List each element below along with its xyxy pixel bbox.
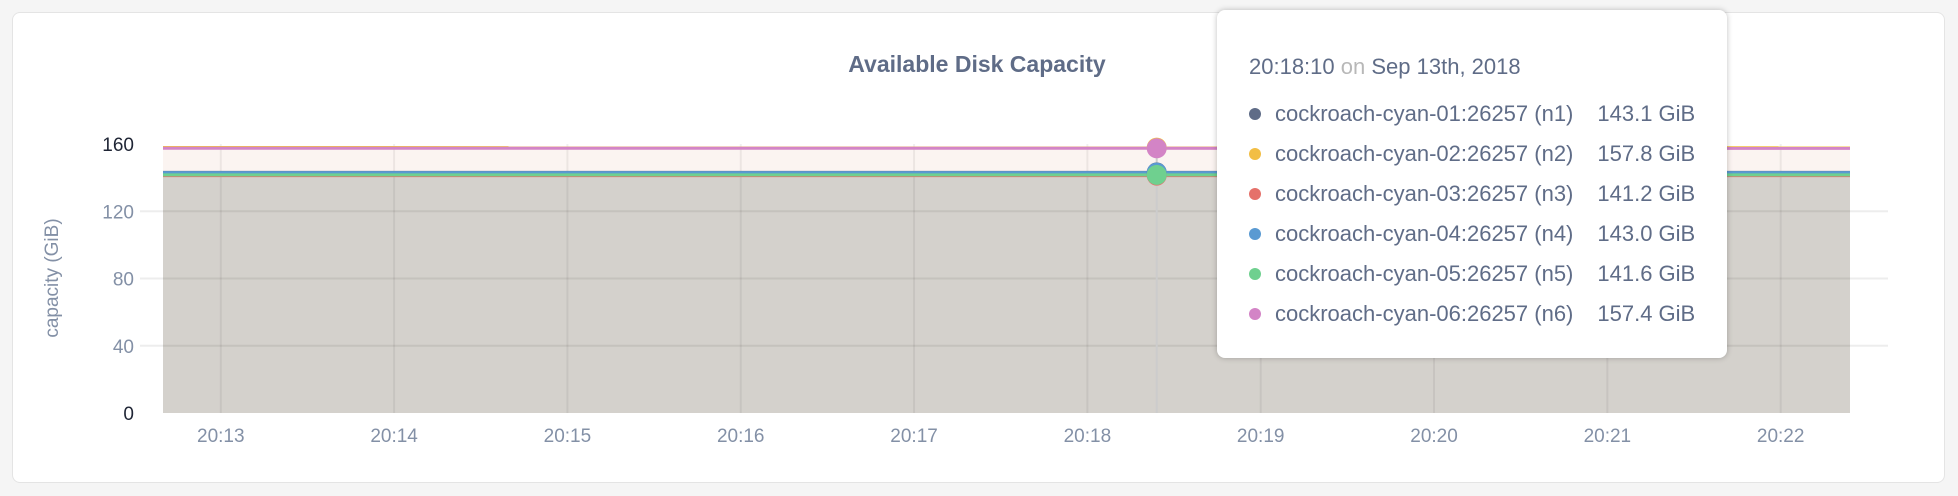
tooltip-time: 20:18:10: [1249, 54, 1335, 79]
x-tick-label: 20:17: [890, 426, 938, 447]
x-tick-label: 20:22: [1757, 426, 1805, 447]
tooltip-series-name: cockroach-cyan-02:26257 (n2): [1275, 141, 1574, 166]
tooltip-row: cockroach-cyan-06:26257 (n6) 157.4 GiB: [1249, 294, 1695, 334]
x-tick-label: 20:16: [717, 426, 765, 447]
tooltip-series-value: 157.4 GiB: [1597, 301, 1696, 326]
series-color-dot-icon: [1249, 308, 1261, 320]
tooltip-on: on: [1340, 54, 1366, 79]
tooltip-series-name: cockroach-cyan-01:26257 (n1): [1275, 101, 1574, 126]
x-tick-label: 20:13: [197, 426, 245, 447]
series-color-dot-icon: [1249, 148, 1261, 160]
tooltip-series-name: cockroach-cyan-06:26257 (n6): [1275, 301, 1574, 326]
hover-marker-n5: [1146, 164, 1167, 185]
tooltip-series-value: 143.0 GiB: [1597, 221, 1696, 246]
tooltip-row: cockroach-cyan-02:26257 (n2) 157.8 GiB: [1249, 134, 1695, 174]
x-tick-label: 20:18: [1064, 426, 1112, 447]
series-color-dot-icon: [1249, 268, 1261, 280]
tooltip-series-value: 157.8 GiB: [1597, 141, 1696, 166]
y-tick-label: 160: [102, 135, 134, 156]
series-color-dot-icon: [1249, 108, 1261, 120]
x-tick-label: 20:20: [1410, 426, 1458, 447]
hover-marker-n6: [1146, 138, 1167, 159]
tooltip-series-name: cockroach-cyan-03:26257 (n3): [1275, 181, 1574, 206]
tooltip-series-value: 141.6 GiB: [1597, 261, 1696, 286]
x-tick-label: 20:14: [370, 426, 418, 447]
tooltip-header: 20:18:10 on Sep 13th, 2018: [1249, 52, 1695, 82]
series-color-dot-icon: [1249, 188, 1261, 200]
tooltip-date: Sep 13th, 2018: [1371, 54, 1521, 79]
y-axis-label: capacity (GiB): [42, 218, 63, 337]
tooltip-row: cockroach-cyan-04:26257 (n4) 143.0 GiB: [1249, 214, 1695, 254]
y-tick-label: 80: [113, 270, 134, 291]
y-tick-label: 0: [123, 404, 134, 425]
tooltip-row: cockroach-cyan-01:26257 (n1) 143.1 GiB: [1249, 94, 1695, 134]
tooltip-row: cockroach-cyan-05:26257 (n5) 141.6 GiB: [1249, 254, 1695, 294]
x-tick-label: 20:19: [1237, 426, 1285, 447]
y-tick-label: 40: [113, 337, 134, 358]
y-tick-label: 120: [102, 202, 134, 223]
x-tick-label: 20:15: [544, 426, 592, 447]
chart-title: Available Disk Capacity: [848, 51, 1106, 77]
tooltip-series-value: 141.2 GiB: [1597, 181, 1696, 206]
tooltip-series-name: cockroach-cyan-04:26257 (n4): [1275, 221, 1574, 246]
tooltip-series-value: 143.1 GiB: [1597, 101, 1696, 126]
tooltip-series-name: cockroach-cyan-05:26257 (n5): [1275, 261, 1574, 286]
hover-tooltip: 20:18:10 on Sep 13th, 2018 cockroach-cya…: [1217, 10, 1728, 358]
series-color-dot-icon: [1249, 228, 1261, 240]
tooltip-row: cockroach-cyan-03:26257 (n3) 141.2 GiB: [1249, 174, 1695, 214]
x-tick-label: 20:21: [1584, 426, 1632, 447]
